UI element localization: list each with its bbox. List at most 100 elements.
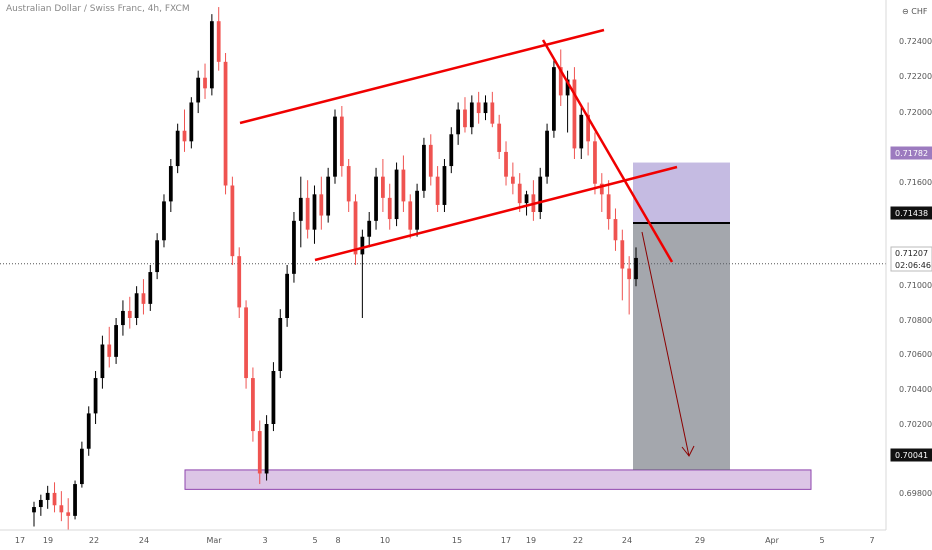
candle-body: [230, 185, 235, 257]
x-tick-label: Apr: [765, 536, 780, 545]
candle-body: [312, 194, 317, 230]
candle-body: [32, 507, 36, 513]
candle-body: [599, 183, 604, 195]
candle: [497, 114, 502, 159]
candle: [66, 498, 71, 530]
candle: [223, 53, 228, 195]
candle: [230, 176, 235, 265]
candle: [579, 106, 584, 159]
x-tick-label: 17: [501, 536, 511, 545]
candle: [100, 335, 105, 389]
candle-body: [353, 201, 358, 255]
candle-body: [346, 166, 351, 202]
candle: [415, 183, 419, 237]
candle-body: [93, 378, 98, 414]
x-tick-label: 5: [312, 536, 317, 545]
candle-body: [497, 123, 502, 152]
channel-upper-line: [239, 28, 605, 125]
candle-body: [114, 325, 118, 357]
y-tick-label: 0.72200: [899, 72, 932, 81]
candle-body: [168, 166, 173, 202]
candle: [456, 102, 461, 145]
candle-body: [538, 176, 543, 212]
price-tag: 0.70041: [890, 448, 932, 462]
x-tick-label: 24: [139, 536, 149, 545]
candle: [449, 127, 454, 174]
candle-body: [367, 220, 372, 237]
candle: [209, 14, 214, 96]
candle: [524, 190, 529, 216]
candle-body: [121, 310, 125, 326]
x-tick-label: 22: [573, 536, 583, 545]
candle-body: [155, 240, 160, 273]
y-tick-label: 0.70600: [899, 350, 932, 359]
x-tick-label: 5: [819, 536, 824, 545]
candle: [538, 167, 543, 220]
x-tick-label: 10: [380, 536, 390, 545]
y-tick-label: 0.72000: [899, 108, 932, 117]
candle: [32, 501, 36, 527]
candle: [141, 279, 146, 315]
candle-body: [209, 21, 214, 89]
candle: [45, 485, 50, 509]
y-tick-label: 0.69800: [899, 489, 932, 498]
candle-body: [627, 268, 632, 280]
candle: [107, 326, 112, 368]
x-tick-label: 7: [869, 536, 874, 545]
candle: [531, 180, 536, 221]
candle-body: [374, 176, 378, 221]
candle: [586, 102, 590, 156]
price-tag-label: 0.71782: [895, 149, 928, 158]
candle: [244, 300, 248, 389]
candle: [93, 371, 98, 424]
y-tick-label: 0.72400: [899, 37, 932, 46]
price-tag: 0.71207 02:06:46: [890, 246, 932, 272]
candle: [558, 49, 563, 106]
candle-body: [216, 21, 221, 62]
candle-body: [572, 79, 577, 149]
candle: [387, 183, 392, 230]
candle: [545, 123, 549, 184]
candle: [374, 167, 378, 230]
candle-body: [476, 102, 481, 114]
candle: [435, 166, 440, 212]
price-tag-label: 0.71207: [895, 249, 928, 258]
candle-body: [381, 176, 385, 198]
candle: [264, 415, 269, 481]
y-tick-label: 0.70200: [899, 420, 932, 429]
candle-body: [319, 194, 324, 216]
x-tick-label: 24: [622, 536, 632, 545]
candle-body: [257, 431, 262, 474]
y-tick-label: 0.71600: [899, 178, 932, 187]
candle-body: [586, 114, 590, 142]
x-tick-label: Mar: [206, 536, 222, 545]
x-tick-label: 3: [262, 536, 267, 545]
candle: [627, 256, 632, 315]
candle-body: [552, 67, 556, 131]
candle-body: [565, 79, 570, 96]
candle: [121, 300, 125, 336]
candle: [80, 441, 84, 488]
x-tick-label: 29: [695, 536, 705, 545]
candle: [196, 70, 201, 114]
candle: [175, 123, 180, 174]
candle: [73, 480, 77, 520]
candle: [463, 97, 467, 133]
candle: [442, 159, 447, 212]
candle: [428, 134, 433, 186]
candle: [333, 109, 337, 184]
candle-body: [483, 102, 488, 114]
candle: [257, 420, 262, 485]
candle-body: [517, 183, 522, 204]
candle-body: [456, 109, 461, 135]
channel-lower-line: [314, 165, 678, 262]
x-tick-label: 15: [452, 536, 462, 545]
candle-body: [162, 201, 166, 241]
candle: [127, 296, 132, 329]
candle: [292, 212, 296, 283]
candle: [599, 173, 604, 212]
candle: [168, 159, 173, 212]
candle: [552, 60, 556, 138]
